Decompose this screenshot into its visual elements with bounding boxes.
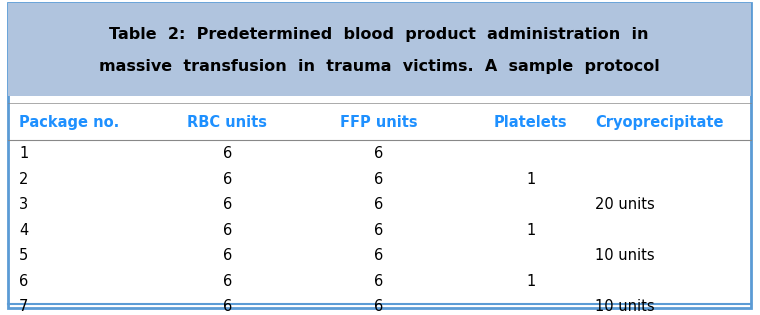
- Text: 5: 5: [19, 248, 28, 263]
- Text: 10 units: 10 units: [595, 299, 655, 314]
- Text: 20 units: 20 units: [595, 197, 655, 212]
- Text: 6: 6: [223, 248, 232, 263]
- Text: Platelets: Platelets: [494, 115, 568, 130]
- Text: 4: 4: [19, 223, 28, 238]
- Text: 6: 6: [375, 197, 384, 212]
- Text: 6: 6: [375, 223, 384, 238]
- Text: 6: 6: [375, 172, 384, 187]
- Text: RBC units: RBC units: [188, 115, 268, 130]
- Text: 6: 6: [223, 274, 232, 289]
- Text: 6: 6: [223, 197, 232, 212]
- Text: FFP units: FFP units: [340, 115, 418, 130]
- Text: 6: 6: [375, 248, 384, 263]
- Text: 10 units: 10 units: [595, 248, 655, 263]
- Text: 6: 6: [375, 299, 384, 314]
- Text: 7: 7: [19, 299, 28, 314]
- Text: 6: 6: [375, 274, 384, 289]
- Text: Table  2:  Predetermined  blood  product  administration  in: Table 2: Predetermined blood product adm…: [109, 27, 649, 42]
- Text: 1: 1: [526, 274, 535, 289]
- FancyBboxPatch shape: [8, 3, 751, 96]
- Text: 6: 6: [375, 146, 384, 161]
- Text: 6: 6: [19, 274, 28, 289]
- Text: 6: 6: [223, 172, 232, 187]
- FancyBboxPatch shape: [8, 3, 751, 307]
- Text: 1: 1: [19, 146, 28, 161]
- Text: 6: 6: [223, 223, 232, 238]
- Text: 6: 6: [223, 146, 232, 161]
- Text: Cryoprecipitate: Cryoprecipitate: [595, 115, 724, 130]
- Text: 6: 6: [223, 299, 232, 314]
- Text: 1: 1: [526, 223, 535, 238]
- Text: 1: 1: [526, 172, 535, 187]
- Text: 3: 3: [19, 197, 28, 212]
- Text: massive  transfusion  in  trauma  victims.  A  sample  protocol: massive transfusion in trauma victims. A…: [99, 59, 660, 74]
- Text: Package no.: Package no.: [19, 115, 119, 130]
- Text: 2: 2: [19, 172, 28, 187]
